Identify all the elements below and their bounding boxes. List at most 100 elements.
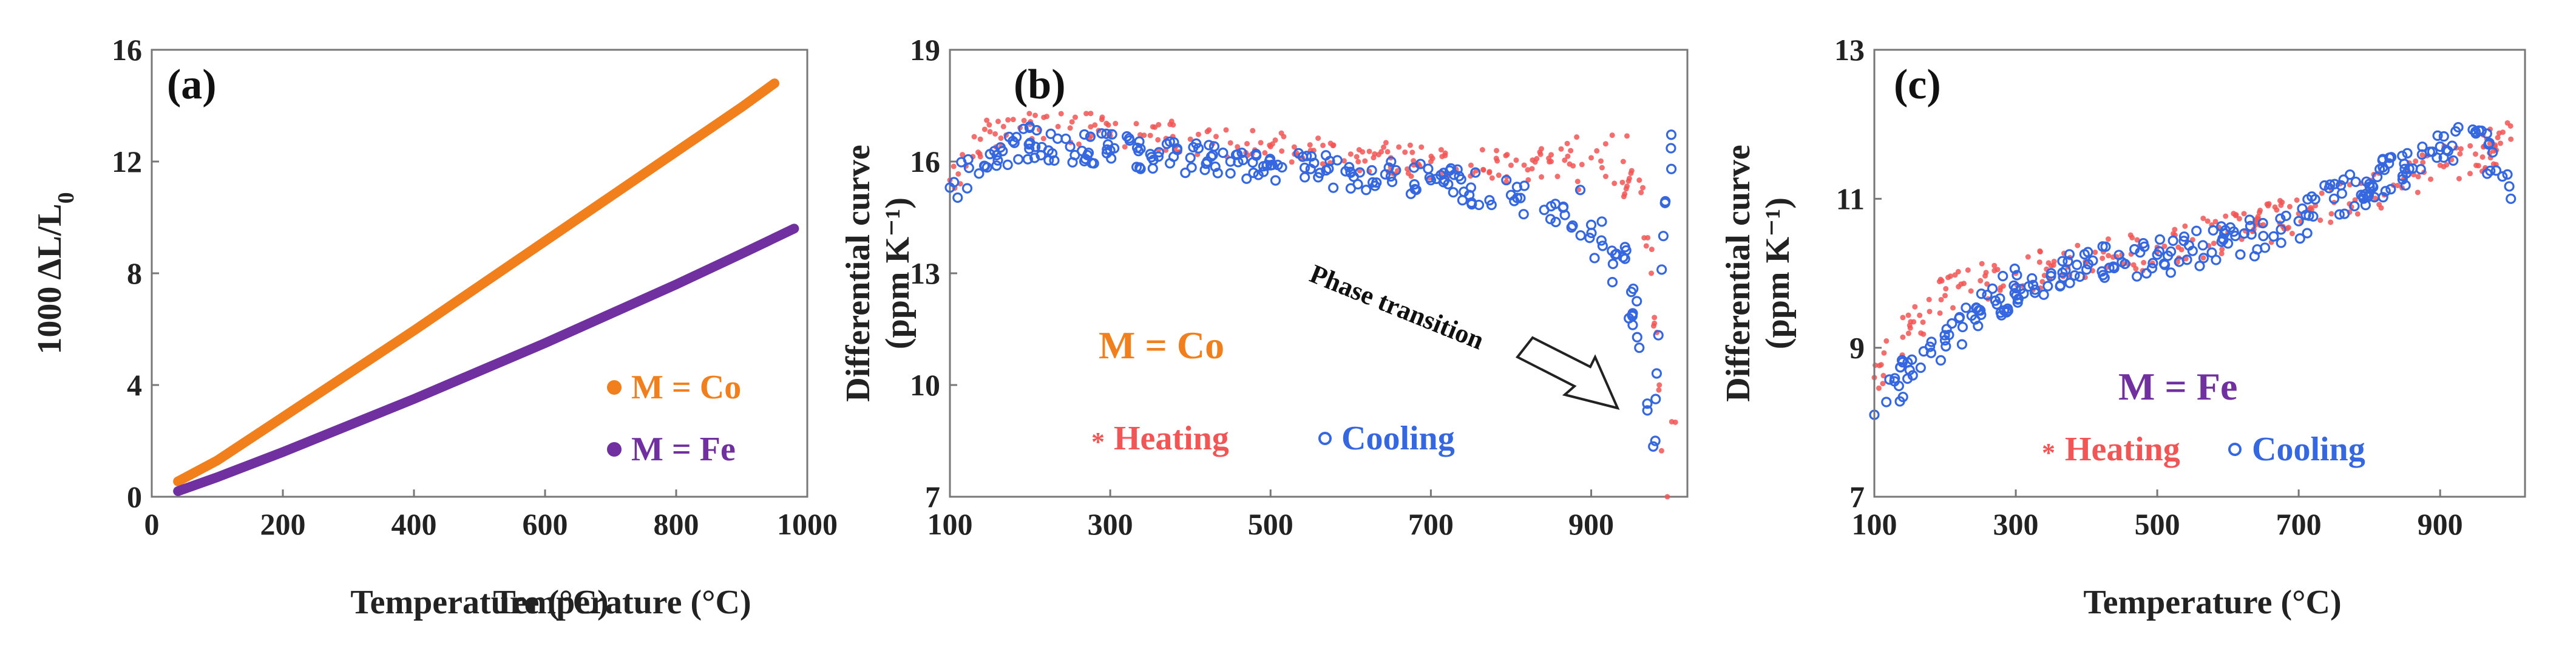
heating-point [1624, 183, 1630, 189]
cooling-point [1445, 163, 1456, 174]
heating-point [1372, 151, 1378, 157]
cooling-point [2079, 249, 2090, 260]
y-tick-label: 16 [112, 33, 142, 67]
heating-point [1503, 179, 1510, 185]
heating-point [1320, 161, 1326, 167]
cooling-point [1096, 128, 1107, 139]
heating-point [1640, 185, 1646, 191]
heating-point [2419, 152, 2425, 158]
x-ticks-c: 100 300 500 700 900 [1852, 489, 2463, 541]
cooling-point [2012, 270, 2022, 281]
heating-point [2479, 154, 2486, 160]
cooling-point [2198, 253, 2209, 264]
cooling-point [1067, 157, 1078, 168]
cooling-point [1666, 163, 1677, 174]
heating-point [995, 118, 1001, 124]
series-a [173, 78, 799, 496]
cooling-point [2064, 249, 2075, 260]
heating-point [1927, 308, 1933, 315]
heating-point [1938, 296, 1944, 302]
cooling-point [2064, 278, 2075, 288]
x-tick-label: 1000 [777, 507, 838, 541]
heating-point [1636, 177, 1642, 183]
x-tick-label: 600 [523, 507, 568, 541]
cooling-point [1153, 147, 1165, 158]
y-ticks-a: 0 4 8 12 16 [112, 33, 159, 514]
cooling-point [1550, 216, 1561, 228]
heating-point [2458, 146, 2464, 152]
x-tick-label: 700 [1408, 507, 1454, 541]
heating-point [1250, 128, 1256, 134]
heating-point [1150, 124, 1156, 130]
heating-point [2236, 216, 2242, 222]
cooling-point [1653, 330, 1664, 341]
cooling-point [2302, 194, 2313, 205]
cooling-point [1939, 330, 1950, 341]
heating-point [1620, 158, 1626, 165]
heating-point [2182, 223, 2188, 229]
cooling-point [1236, 148, 1247, 158]
cooling-point [1186, 162, 1197, 173]
cooling-point [1987, 283, 1998, 294]
material-text-co: M = Co [1099, 324, 1224, 367]
cooling-point [2380, 186, 2391, 197]
cooling-point [2329, 179, 2340, 189]
heating-point [1568, 148, 1574, 154]
cooling-point [1935, 355, 1947, 366]
cooling-point [2335, 180, 2347, 191]
heating-point [1574, 179, 1581, 185]
heating-point [1950, 305, 1956, 311]
legend-label-fe: M = Fe [631, 431, 736, 468]
heating-point [2046, 260, 2052, 266]
y-tick-label: 13 [1834, 33, 1865, 67]
cooling-point [1361, 185, 1372, 196]
heating-point [2051, 258, 2057, 264]
cooling-point [952, 192, 963, 203]
cooling-point [1982, 290, 1993, 301]
x-axis-label-c: Temperature (°C) [2083, 584, 2341, 621]
cooling-point [1889, 376, 1900, 387]
heating-point [1362, 158, 1368, 164]
heating-point [1383, 140, 1389, 146]
cooling-point [1448, 187, 1459, 198]
cooling-point [1210, 161, 1221, 172]
cooling-point [1065, 141, 1076, 152]
cooling-point [2165, 246, 2177, 257]
cooling-point [1511, 182, 1522, 193]
cooling-point [1107, 129, 1117, 140]
heating-point [1204, 129, 1210, 135]
heating-point [1137, 132, 1143, 138]
cooling-point [1926, 336, 1937, 347]
heating-point [2172, 227, 2178, 233]
cooling-point [1045, 128, 1056, 139]
heating-point [951, 163, 957, 169]
heating-point [1652, 320, 1658, 326]
heating-point [1409, 149, 1415, 155]
x-axis-label-b: Temperature (°C) [493, 584, 751, 621]
cooling-point [1188, 141, 1199, 153]
heating-point [2428, 176, 2434, 182]
heating-point [2272, 204, 2278, 210]
heating-point [1513, 157, 1519, 163]
heating-point [1069, 119, 1075, 125]
cooling-point [1300, 172, 1310, 183]
cooling-point [1168, 137, 1179, 148]
cooling-point [1102, 144, 1113, 155]
heating-point [1880, 373, 1886, 379]
cooling-point [2397, 151, 2408, 162]
cooling-point [1386, 176, 1398, 188]
cooling-point [1443, 179, 1454, 189]
cooling-point [1011, 132, 1022, 143]
heating-point [1609, 132, 1615, 138]
cooling-point [2038, 289, 2049, 300]
heating-point [2354, 211, 2361, 217]
heating-point [2219, 246, 2225, 252]
cooling-point [1925, 341, 1936, 352]
cooling-point [2339, 208, 2350, 219]
cooling-point [2132, 271, 2143, 282]
heating-point [2496, 130, 2502, 136]
heating-point [2161, 243, 2168, 249]
x-tick-label: 900 [1568, 507, 1614, 541]
cooling-point [2042, 281, 2053, 291]
legend-label-cooling-c: Cooling [2252, 431, 2365, 468]
